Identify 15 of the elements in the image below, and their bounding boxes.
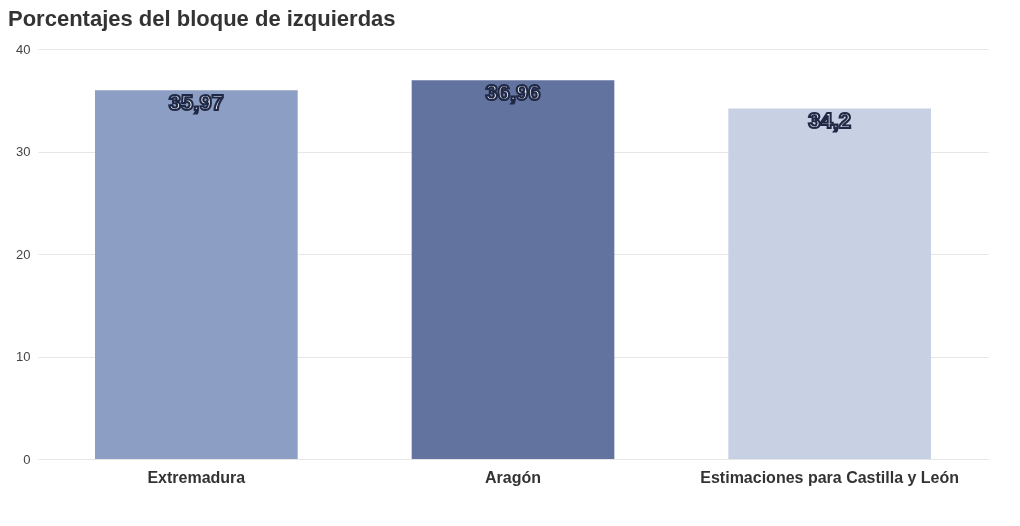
data-label: 35,97 <box>168 90 224 116</box>
x-tick-label: Extremadura <box>147 468 246 486</box>
x-tick-label: Aragón <box>485 468 541 486</box>
y-tick-label: 30 <box>16 144 31 159</box>
bar <box>411 80 615 459</box>
data-label: 36,96 <box>485 80 541 106</box>
y-tick-label: 10 <box>16 349 31 364</box>
y-tick-label: 40 <box>16 41 31 57</box>
data-label: 34,2 <box>808 108 852 134</box>
bar <box>95 90 298 459</box>
y-tick-label: 20 <box>16 246 31 262</box>
x-tick-label: Estimaciones para Castilla y León <box>700 468 960 486</box>
y-tick-label: 0 <box>23 451 31 467</box>
bar <box>728 108 931 459</box>
chart-title: Porcentajes del bloque de izquierdas <box>8 6 396 31</box>
